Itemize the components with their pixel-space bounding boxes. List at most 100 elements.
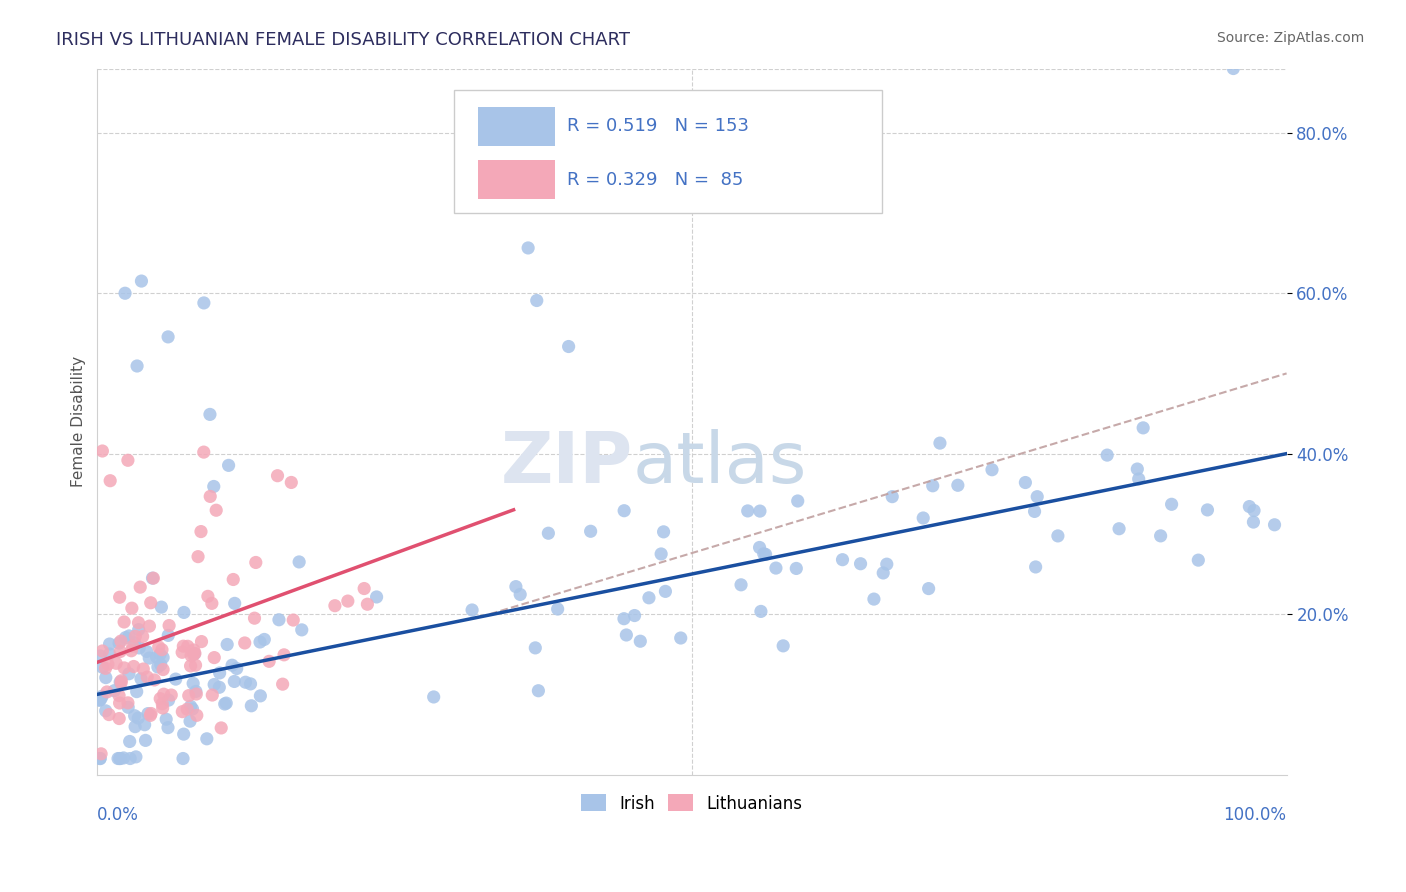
Lithuanians xyxy=(283,613,305,627)
Irish xyxy=(108,636,131,650)
Lithuanians xyxy=(184,647,207,661)
Irish xyxy=(461,603,484,617)
Lithuanians xyxy=(205,503,228,517)
Irish xyxy=(1241,515,1264,529)
Lithuanians xyxy=(152,701,174,715)
Irish xyxy=(150,600,173,615)
Irish xyxy=(124,636,146,650)
Irish xyxy=(224,596,246,610)
Lithuanians xyxy=(190,524,212,539)
Lithuanians xyxy=(187,549,209,564)
Lithuanians xyxy=(222,573,245,587)
Irish xyxy=(128,623,150,637)
Lithuanians xyxy=(150,642,173,657)
Lithuanians xyxy=(108,712,131,726)
Lithuanians xyxy=(157,618,180,632)
Lithuanians xyxy=(117,453,139,467)
Irish xyxy=(224,674,246,689)
Irish xyxy=(1197,503,1219,517)
Lithuanians xyxy=(177,689,200,703)
Lithuanians xyxy=(323,599,346,613)
Lithuanians xyxy=(193,445,215,459)
Irish xyxy=(669,631,692,645)
Legend: Irish, Lithuanians: Irish, Lithuanians xyxy=(575,788,810,819)
Irish xyxy=(135,733,157,747)
Lithuanians xyxy=(172,705,194,719)
FancyBboxPatch shape xyxy=(454,90,882,213)
Text: R = 0.519   N = 153: R = 0.519 N = 153 xyxy=(567,118,749,136)
Lithuanians xyxy=(108,591,131,605)
Irish xyxy=(98,637,121,651)
Lithuanians xyxy=(201,688,224,702)
Irish xyxy=(108,675,131,690)
Lithuanians xyxy=(209,721,232,735)
Irish xyxy=(172,751,194,765)
Irish xyxy=(863,592,886,607)
Irish xyxy=(654,584,676,599)
Irish xyxy=(157,628,180,642)
Irish xyxy=(118,666,141,681)
Irish xyxy=(547,602,569,616)
Irish xyxy=(772,639,794,653)
Irish xyxy=(156,721,179,735)
Irish xyxy=(517,241,540,255)
Irish xyxy=(202,677,225,691)
Irish xyxy=(1095,448,1118,462)
Irish xyxy=(217,638,239,652)
Text: R = 0.329   N =  85: R = 0.329 N = 85 xyxy=(567,171,744,189)
Irish xyxy=(1128,472,1150,486)
Lithuanians xyxy=(245,556,267,570)
Irish xyxy=(107,751,129,765)
Irish xyxy=(614,628,637,642)
Irish xyxy=(912,511,935,525)
Irish xyxy=(127,711,149,725)
Irish xyxy=(129,672,152,686)
Irish xyxy=(628,634,651,648)
Irish xyxy=(872,566,894,580)
Irish xyxy=(131,274,153,288)
Irish xyxy=(946,478,969,492)
Irish xyxy=(120,751,142,765)
Lithuanians xyxy=(121,639,143,653)
Lithuanians xyxy=(336,594,359,608)
Irish xyxy=(527,683,550,698)
Irish xyxy=(118,734,141,748)
Lithuanians xyxy=(90,747,112,761)
Lithuanians xyxy=(139,706,162,721)
Irish xyxy=(181,702,204,716)
Lithuanians xyxy=(280,475,302,490)
Irish xyxy=(125,750,148,764)
Irish xyxy=(195,731,218,746)
Lithuanians xyxy=(94,661,117,675)
Lithuanians xyxy=(180,648,202,663)
Irish xyxy=(146,660,169,674)
Irish xyxy=(1187,553,1209,567)
Lithuanians xyxy=(97,657,120,672)
Irish xyxy=(157,693,180,707)
Irish xyxy=(786,494,808,508)
Lithuanians xyxy=(96,685,118,699)
Irish xyxy=(509,587,531,601)
Irish xyxy=(1160,497,1182,511)
Irish xyxy=(221,658,243,673)
Lithuanians xyxy=(110,634,132,648)
Lithuanians xyxy=(190,634,212,648)
Irish xyxy=(1264,517,1286,532)
Lithuanians xyxy=(112,615,135,629)
Irish xyxy=(652,524,675,539)
Irish xyxy=(613,612,636,626)
Irish xyxy=(249,635,271,649)
Irish xyxy=(876,557,898,571)
Irish xyxy=(183,647,205,661)
Lithuanians xyxy=(132,662,155,676)
Lithuanians xyxy=(150,697,173,711)
Text: Source: ZipAtlas.com: Source: ZipAtlas.com xyxy=(1216,31,1364,45)
Text: 100.0%: 100.0% xyxy=(1223,806,1286,824)
Irish xyxy=(114,286,136,301)
Irish xyxy=(89,648,111,663)
Lithuanians xyxy=(91,444,114,458)
Text: atlas: atlas xyxy=(633,429,807,499)
Irish xyxy=(125,359,148,373)
Irish xyxy=(89,751,111,765)
Irish xyxy=(917,582,939,596)
